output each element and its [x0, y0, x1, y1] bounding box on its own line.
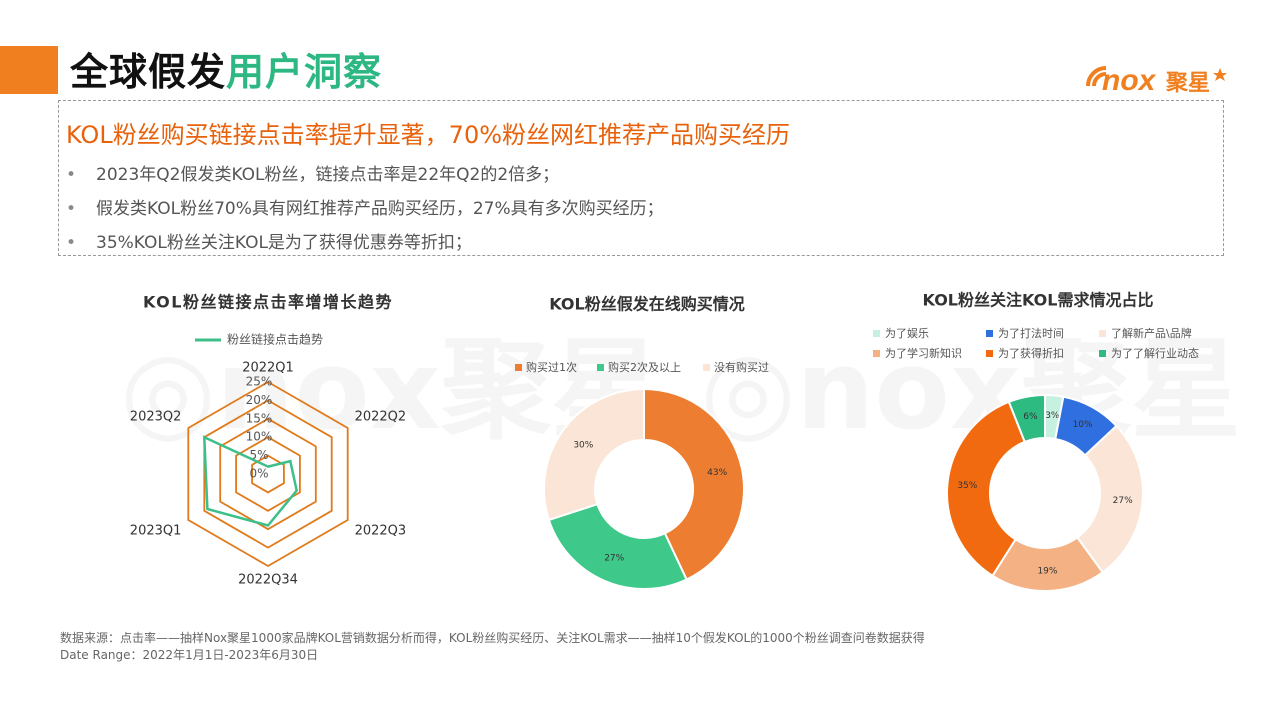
donut1-chart-title: KOL粉丝假发在线购买情况 [549, 295, 744, 314]
page-title: 全球假发用户洞察 [70, 44, 382, 100]
summary-bullet: • 假发类KOL粉丝70%具有网红推荐产品购买经历，27%具有多次购买经历； [66, 192, 664, 226]
donut2-slice [1007, 393, 1046, 444]
charts-area: KOL粉丝链接点击率增增长趋势粉丝链接点击趋势0%5%10%15%20%25%2… [130, 291, 1199, 592]
donut1-legend-swatch [703, 364, 710, 371]
donut1-data-label: 27% [604, 553, 624, 563]
summary-headline: KOL粉丝购买链接点击率提升显著，70%粉丝网红推荐产品购买经历 [66, 121, 791, 149]
donut2-data-label: 3% [1045, 411, 1060, 421]
radar-grid-ring [235, 436, 301, 512]
date-range-note: Date Range：2022年1月1日-2023年6月30日 [60, 648, 319, 662]
nox-logo: nox 聚星 [1082, 50, 1232, 102]
donut2-data-label: 6% [1023, 412, 1038, 422]
page-title-main: 全球假发 [70, 50, 227, 94]
donut1-slice [643, 387, 745, 581]
donut2-data-label: 19% [1037, 566, 1057, 576]
data-source-note: 数据来源：点击率——抽样Nox聚星1000家品牌KOL营销数据分析而得，KOL粉… [60, 631, 925, 645]
radar-series-line [202, 435, 299, 527]
bullet-dot-icon: • [66, 233, 77, 253]
donut2-data-label: 27% [1113, 496, 1133, 506]
donut1-legend-label: 没有购买过 [714, 360, 769, 374]
radar-tick-label: 20% [246, 393, 273, 407]
radar-grid-ring [251, 454, 285, 494]
title-accent-bar [0, 46, 58, 94]
donut2-legend-label: 为了娱乐 [885, 326, 929, 340]
donut2-legend-label: 为了了解行业动态 [1111, 346, 1199, 360]
donut2-legend-swatch [873, 350, 880, 357]
bullet-text: 2023年Q2假发类KOL粉丝，链接点击率是22年Q2的2倍多； [96, 165, 560, 185]
summary-box [58, 100, 1224, 256]
donut1-data-label: 43% [707, 468, 727, 478]
donut1-slice [543, 387, 645, 522]
donut2-legend-label: 为了获得折扣 [998, 346, 1064, 360]
radar-chart-title: KOL粉丝链接点击率增增长趋势 [143, 293, 393, 312]
donut1-legend-swatch [515, 364, 522, 371]
radar-tick-label: 15% [246, 411, 273, 425]
radar-tick-label: 0% [249, 467, 268, 481]
donut2-legend-label: 了解新产品\品牌 [1111, 326, 1192, 340]
radar-axis-label: 2023Q2 [130, 410, 182, 425]
donut2-legend-label: 为了打法时间 [998, 326, 1064, 340]
donut1-legend-label: 购买2次及以上 [608, 360, 681, 374]
radar-axis-label: 2023Q1 [130, 524, 182, 539]
donut1-legend-swatch [597, 364, 604, 371]
donut2-legend-swatch [1099, 330, 1106, 337]
radar-tick-label: 10% [246, 430, 273, 444]
donut2-slice [1075, 424, 1144, 574]
radar-tick-label: 25% [246, 375, 273, 389]
donut2-legend-swatch [1099, 350, 1106, 357]
donut2-legend-swatch [986, 350, 993, 357]
donut2-data-label: 35% [957, 481, 977, 491]
radar-tick-label: 5% [249, 448, 268, 462]
donut2-legend-swatch [986, 330, 993, 337]
bullet-text: 假发类KOL粉丝70%具有网红推荐产品购买经历，27%具有多次购买经历； [96, 199, 664, 219]
svg-text:nox: nox [1102, 64, 1157, 97]
radar-legend-label: 粉丝链接点击趋势 [227, 332, 323, 347]
summary-bullet: • 2023年Q2假发类KOL粉丝，链接点击率是22年Q2的2倍多； [66, 158, 664, 192]
radar-axis-label: 2022Q34 [238, 573, 298, 588]
donut1-slice [547, 502, 688, 590]
radar-grid-ring [187, 380, 349, 568]
bullet-dot-icon: • [66, 199, 77, 219]
page-title-highlight: 用户洞察 [226, 50, 383, 94]
nox-logo-icon: nox 聚星 [1086, 64, 1227, 97]
donut2-slice [946, 400, 1027, 578]
bullet-dot-icon: • [66, 165, 77, 185]
summary-bullet: • 35%KOL粉丝关注KOL是为了获得优惠券等折扣； [66, 226, 664, 260]
radar-axis-label: 2022Q1 [242, 361, 294, 376]
radar-axis-label: 2022Q2 [355, 410, 407, 425]
bullet-text: 35%KOL粉丝关注KOL是为了获得优惠券等折扣； [96, 233, 472, 253]
footer-notes: 数据来源：点击率——抽样Nox聚星1000家品牌KOL营销数据分析而得，KOL粉… [60, 630, 925, 664]
donut1-data-label: 30% [573, 440, 593, 450]
donut2-chart-title: KOL粉丝关注KOL需求情况占比 [923, 291, 1154, 310]
svg-text:聚星: 聚星 [1165, 71, 1210, 96]
summary-bullets: • 2023年Q2假发类KOL粉丝，链接点击率是22年Q2的2倍多； • 假发类KO… [66, 158, 664, 260]
radar-grid-ring [219, 417, 317, 531]
donut2-legend-label: 为了学习新知识 [885, 346, 962, 360]
donut1-legend-label: 购买过1次 [526, 360, 577, 374]
donut2-legend-swatch [873, 330, 880, 337]
donut2-data-label: 10% [1073, 420, 1093, 430]
radar-axis-label: 2022Q3 [355, 524, 407, 539]
